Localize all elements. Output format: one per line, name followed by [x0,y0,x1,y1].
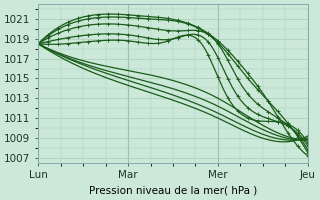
X-axis label: Pression niveau de la mer( hPa ): Pression niveau de la mer( hPa ) [89,186,257,196]
